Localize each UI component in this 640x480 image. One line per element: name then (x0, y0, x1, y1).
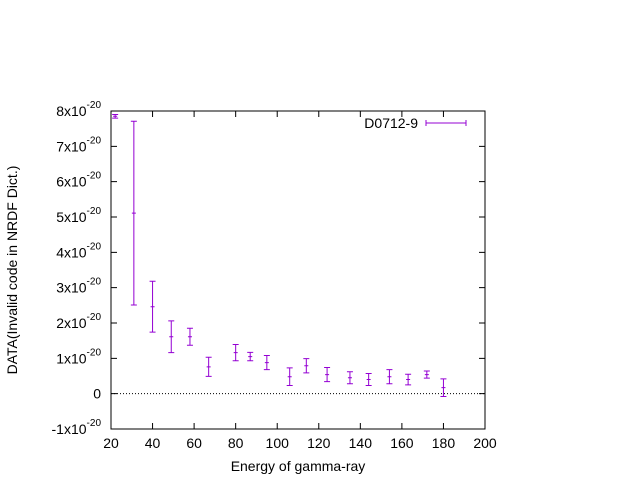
y-tick-base: 3x10 (56, 280, 87, 296)
y-axis-label: DATA(Invalid code in NRDF Dict.) (4, 166, 20, 375)
y-tick-label: 7x10-20 (56, 135, 101, 154)
y-tick-label: -1x10-20 (52, 418, 102, 437)
error-bar (168, 320, 175, 354)
y-tick-label: 1x10-20 (56, 347, 101, 366)
y-tick-exponent: -20 (87, 100, 102, 111)
error-bar (440, 378, 447, 397)
x-tick-label: 200 (473, 435, 497, 451)
y-tick-exponent: -20 (87, 171, 102, 182)
error-bar (247, 351, 254, 362)
y-tick-exponent: -20 (87, 241, 102, 252)
y-tick-exponent: -20 (87, 277, 102, 288)
y-tick-label: 8x10-20 (56, 100, 101, 119)
y-tick-label: 5x10-20 (56, 206, 101, 225)
error-bar (423, 370, 430, 379)
error-bar (405, 373, 412, 386)
x-tick-label: 80 (228, 435, 244, 451)
x-tick-label: 40 (145, 435, 161, 451)
y-tick-label: 3x10-20 (56, 277, 101, 296)
y-tick-exponent: -20 (87, 135, 102, 146)
x-tick-label: 120 (307, 435, 331, 451)
y-tick-exponent: -20 (87, 206, 102, 217)
y-tick-base: 2x10 (56, 315, 87, 331)
error-bar (346, 371, 353, 385)
y-tick-exponent: -20 (87, 312, 102, 323)
y-tick-base: -1x10 (52, 421, 87, 437)
error-bar (232, 344, 239, 362)
y-tick-base: 1x10 (56, 350, 87, 366)
error-bar (365, 373, 372, 387)
x-tick-label: 180 (432, 435, 456, 451)
y-tick-label: 6x10-20 (56, 171, 101, 190)
y-tick-base: 4x10 (56, 244, 87, 260)
y-tick-base: 8x10 (56, 103, 87, 119)
error-bar (112, 114, 119, 119)
plot-border (110, 110, 486, 430)
y-tick-base: 6x10 (56, 174, 87, 190)
x-tick-label: 160 (390, 435, 414, 451)
x-axis-label: Energy of gamma-ray (231, 458, 366, 474)
x-tick-label: 60 (186, 435, 202, 451)
error-bar (186, 327, 193, 346)
x-tick-label: 100 (266, 435, 290, 451)
y-tick-exponent: -20 (87, 347, 102, 358)
y-tick-label: 0 (93, 386, 101, 402)
legend-label: D0712-9 (364, 115, 418, 131)
error-bar (386, 369, 393, 385)
error-bar (263, 355, 270, 371)
x-tick-label: 20 (103, 435, 119, 451)
error-bar (130, 120, 137, 306)
error-bar (324, 367, 331, 383)
x-tick-label: 140 (349, 435, 373, 451)
y-tick-base: 5x10 (56, 209, 87, 225)
y-tick-label: 2x10-20 (56, 312, 101, 331)
error-bar (303, 358, 310, 374)
error-bar (149, 280, 156, 333)
error-bar (286, 367, 293, 387)
y-tick-label: 4x10-20 (56, 241, 101, 260)
y-tick-base: 7x10 (56, 138, 87, 154)
y-tick-exponent: -20 (87, 418, 102, 429)
legend-swatch (425, 120, 467, 126)
error-bar (205, 356, 212, 377)
